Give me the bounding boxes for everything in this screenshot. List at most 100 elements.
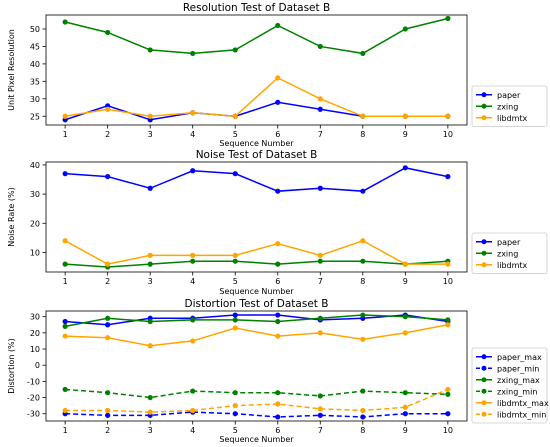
data-point (445, 173, 451, 180)
data-point (62, 113, 68, 119)
x-tick-label: 3 (148, 426, 153, 435)
legend-marker (481, 239, 487, 245)
x-axis-label: Sequence Number (219, 287, 294, 296)
data-point (62, 19, 68, 25)
data-point (105, 390, 111, 396)
data-point (360, 312, 366, 318)
x-tick-label: 6 (275, 277, 280, 286)
series-line-libdmtx (65, 76, 448, 118)
data-point (445, 15, 451, 22)
data-point (445, 411, 451, 417)
y-tick-label: 40 (30, 161, 40, 170)
data-point (147, 409, 153, 415)
x-tick-label: 9 (403, 277, 408, 286)
legend-label: paper_min (497, 364, 539, 373)
data-point (105, 335, 111, 341)
legend-marker (481, 262, 487, 268)
data-point (275, 75, 281, 81)
x-tick-label: 7 (318, 130, 323, 139)
data-point (147, 47, 153, 53)
data-point (190, 407, 196, 414)
legend: paper zxing libdmtx (471, 85, 548, 127)
data-point (445, 386, 451, 393)
data-point (147, 185, 153, 191)
y-axis-label: Noise Rate (%) (7, 187, 16, 246)
data-point (317, 185, 323, 191)
data-point (105, 106, 111, 112)
data-point (360, 407, 366, 414)
series-zxing (62, 258, 451, 270)
data-point (62, 323, 68, 329)
x-tick-label: 3 (148, 130, 153, 139)
legend-marker (481, 388, 487, 394)
plot-area (45, 161, 468, 273)
x-tick-label: 9 (403, 426, 408, 435)
series-libdmtx_min (62, 386, 451, 415)
data-point (232, 390, 238, 396)
y-axis-label: Distortion (%) (7, 338, 16, 394)
data-point (402, 261, 408, 267)
x-tick-label: 5 (233, 277, 238, 286)
data-point (360, 113, 366, 119)
y-tick-label: 50 (30, 25, 40, 34)
legend-marker (481, 354, 487, 360)
x-tick-label: 1 (63, 277, 68, 286)
data-point (275, 261, 281, 267)
legend-label: zxing (497, 249, 518, 258)
data-point (402, 411, 408, 417)
legend: paper zxing libdmtx (471, 232, 548, 274)
x-tick-label: 4 (190, 426, 195, 435)
data-point (147, 343, 153, 349)
x-tick-label: 6 (275, 426, 280, 435)
legend-label: libdmtx_max (497, 399, 549, 408)
data-point (445, 261, 451, 267)
legend-label: libdmtx (497, 261, 528, 270)
legend-label: libdmtx (497, 114, 528, 123)
data-point (147, 261, 153, 267)
series-line-libdmtx (64, 239, 448, 265)
legend-box (471, 85, 548, 127)
legend-marker (481, 115, 487, 121)
data-point (317, 315, 323, 321)
x-tick-label: 8 (360, 277, 365, 286)
x-tick-label: 4 (190, 277, 195, 286)
data-point (445, 317, 451, 323)
data-point (360, 258, 366, 264)
legend-label: zxing_min (497, 387, 537, 396)
data-point (105, 261, 111, 267)
data-point (445, 113, 451, 119)
y-tick-label: 20 (30, 329, 40, 338)
x-tick-label: 5 (233, 426, 238, 435)
legend-label: zxing_max (497, 376, 540, 385)
legend-box (471, 232, 548, 274)
data-point (317, 393, 323, 399)
chart-panel-3: Distortion Test of Dataset B 1 2 3 4 5 6 7 8 9 10 -… (7, 298, 549, 444)
data-point (147, 394, 153, 401)
legend-marker (481, 411, 487, 417)
x-tick-label: 2 (105, 426, 110, 435)
series-line-libdmtx_max (65, 324, 449, 347)
x-tick-label: 8 (360, 130, 365, 139)
series-paper_min (62, 409, 451, 420)
series-line-paper_max (65, 314, 448, 326)
legend-label: libdmtx_min (497, 410, 546, 419)
legend-label: paper (497, 238, 521, 247)
x-tick-label: 1 (63, 130, 68, 139)
data-point (190, 317, 196, 323)
data-point (402, 390, 408, 396)
data-point (317, 412, 323, 418)
x-tick-label: 4 (190, 130, 195, 139)
y-tick-label: 30 (30, 313, 40, 322)
y-tick-label: -10 (27, 377, 40, 386)
data-point (62, 238, 68, 244)
data-point (232, 411, 238, 417)
y-tick-label: 20 (30, 219, 40, 228)
data-point (62, 171, 68, 177)
x-tick-label: 6 (275, 130, 280, 139)
y-axis-label: Unit Pixel Resolution (7, 29, 16, 111)
y-tick-label: 10 (30, 248, 40, 257)
data-point (360, 238, 366, 244)
data-point (232, 47, 238, 53)
data-point (190, 338, 196, 344)
